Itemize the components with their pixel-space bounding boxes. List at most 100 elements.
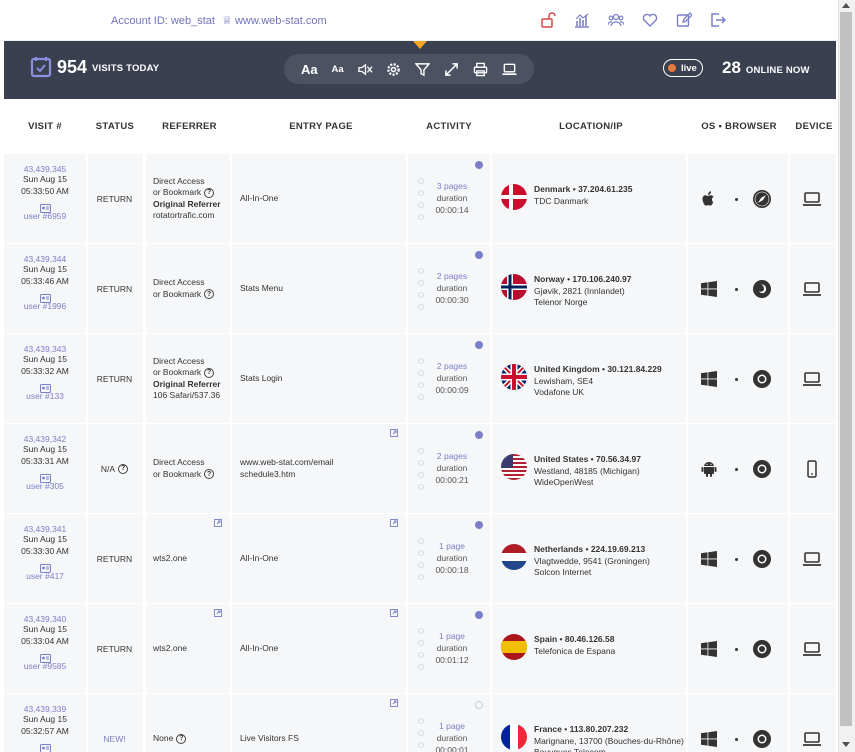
- live-toggle[interactable]: live: [663, 59, 703, 77]
- filter-icon[interactable]: [415, 62, 431, 77]
- help-icon[interactable]: ?: [204, 469, 215, 480]
- col-location[interactable]: LOCATION/IP: [559, 121, 623, 132]
- visit-date: Sun Aug 15: [23, 534, 67, 544]
- duration-value: 00:00:14: [435, 205, 469, 215]
- table-row[interactable]: 43,439,342 Sun Aug 15 05:33:31 AM user #305…: [4, 424, 836, 513]
- col-status[interactable]: STATUS: [95, 121, 135, 132]
- external-link-icon[interactable]: [214, 609, 222, 617]
- laptop-icon[interactable]: [502, 62, 517, 77]
- entry-page[interactable]: Stats Login: [240, 372, 283, 383]
- original-referrer[interactable]: 106 Safari/537.36: [153, 390, 221, 400]
- page-count[interactable]: 1 page: [439, 541, 465, 551]
- entry-page[interactable]: All-In-One: [240, 192, 279, 203]
- visit-number[interactable]: 43,439,344: [23, 254, 67, 264]
- edit-icon[interactable]: [676, 12, 692, 28]
- page-count[interactable]: 1 page: [439, 721, 465, 731]
- table-row[interactable]: 43,439,345 Sun Aug 15 05:33:50 AM user #695…: [4, 154, 836, 243]
- entry-page[interactable]: Stats Menu: [240, 282, 283, 293]
- entry-page-2[interactable]: schedule3.htm: [240, 468, 296, 479]
- help-icon[interactable]: ?: [204, 289, 215, 300]
- external-link-icon[interactable]: [390, 429, 398, 437]
- lock-icon[interactable]: [540, 12, 556, 28]
- entry-page[interactable]: All-In-One: [240, 642, 279, 653]
- visit-number[interactable]: 43,439,345: [23, 164, 67, 174]
- user-link[interactable]: user #9585: [23, 661, 67, 671]
- user-card-icon[interactable]: [39, 560, 51, 573]
- col-visit[interactable]: VISIT #: [28, 121, 62, 132]
- table-row[interactable]: 43,439,340 Sun Aug 15 05:33:04 AM user #958…: [4, 604, 836, 693]
- external-link-icon[interactable]: [390, 519, 398, 527]
- print-icon[interactable]: [473, 62, 488, 77]
- table-row[interactable]: 43,439,341 Sun Aug 15 05:33:30 AM user #417…: [4, 514, 836, 603]
- entry-page-cell: All-In-One: [236, 514, 406, 603]
- device-cell: [792, 514, 836, 603]
- visit-number[interactable]: 43,439,340: [23, 614, 67, 624]
- duration-value: 00:00:21: [435, 475, 469, 485]
- visit-number[interactable]: 43,439,343: [23, 344, 67, 354]
- original-referrer[interactable]: rotatortrafic.com: [153, 210, 215, 220]
- windows-icon: [700, 640, 718, 658]
- table-row[interactable]: 43,439,344 Sun Aug 15 05:33:46 AM user #199…: [4, 244, 836, 333]
- col-device[interactable]: DEVICE: [795, 121, 833, 132]
- page-count[interactable]: 2 pages: [436, 361, 468, 371]
- external-link-icon[interactable]: [390, 699, 398, 707]
- user-card-icon[interactable]: [39, 740, 51, 752]
- font-small-button[interactable]: Aa: [331, 63, 344, 75]
- visit-number[interactable]: 43,439,341: [23, 524, 67, 534]
- activity-dot-icon: [475, 521, 483, 529]
- scrollbar-thumb[interactable]: [840, 12, 852, 726]
- user-link[interactable]: user #6959: [23, 211, 67, 221]
- menu-caret-icon[interactable]: [413, 41, 427, 49]
- chart-icon[interactable]: [574, 12, 590, 28]
- help-icon[interactable]: ?: [176, 733, 187, 744]
- visit-number[interactable]: 43,439,339: [23, 704, 67, 714]
- font-large-button[interactable]: Aa: [300, 61, 318, 77]
- heart-icon[interactable]: [642, 12, 658, 28]
- scroll-down-icon[interactable]: [842, 742, 850, 747]
- users-icon[interactable]: [608, 12, 624, 28]
- visit-number[interactable]: 43,439,342: [23, 434, 67, 444]
- user-link[interactable]: user #417: [26, 571, 64, 581]
- referrer-text: None: [153, 732, 174, 743]
- entry-page-cell: Stats Menu: [236, 244, 406, 333]
- user-card-icon[interactable]: [39, 380, 51, 393]
- mute-icon[interactable]: [357, 62, 373, 77]
- user-card-icon[interactable]: [39, 470, 51, 483]
- external-link-icon[interactable]: [214, 519, 222, 527]
- user-link[interactable]: user #133: [26, 391, 64, 401]
- page-count[interactable]: 2 pages: [436, 451, 468, 461]
- logout-icon[interactable]: [710, 12, 726, 28]
- help-icon[interactable]: ?: [204, 187, 215, 198]
- user-card-icon[interactable]: [39, 200, 51, 213]
- online-label: ONLINE NOW: [745, 65, 810, 76]
- table-row[interactable]: 43,439,343 Sun Aug 15 05:33:32 AM user #133…: [4, 334, 836, 423]
- expand-icon[interactable]: [444, 62, 459, 77]
- user-card-icon[interactable]: [39, 650, 51, 663]
- page-count[interactable]: 2 pages: [436, 271, 468, 281]
- entry-page[interactable]: All-In-One: [240, 552, 279, 563]
- separator-dot: [735, 378, 738, 381]
- col-activity[interactable]: ACTIVITY: [426, 121, 472, 132]
- external-link-icon[interactable]: [390, 609, 398, 617]
- isp: Vodafone UK: [534, 387, 585, 397]
- page-count[interactable]: 1 page: [439, 631, 465, 641]
- referrer-text: Direct Access: [153, 355, 205, 366]
- col-referrer[interactable]: REFERRER: [162, 121, 217, 132]
- entry-page[interactable]: www.web-stat.com/email: [240, 457, 334, 467]
- page-count[interactable]: 3 pages: [436, 181, 468, 191]
- help-icon[interactable]: ?: [118, 463, 129, 474]
- table-row[interactable]: 43,439,339 Sun Aug 15 05:32:57 AM NEW! None?…: [4, 694, 836, 752]
- help-icon[interactable]: ?: [204, 367, 215, 378]
- user-link[interactable]: user #1996: [23, 301, 67, 311]
- entry-page-cell: www.web-stat.com/email schedule3.htm: [236, 424, 406, 513]
- visit-cell: 43,439,344 Sun Aug 15 05:33:46 AM user #199…: [4, 244, 86, 333]
- user-card-icon[interactable]: [39, 290, 51, 303]
- col-os-browser[interactable]: OS • BROWSER: [701, 121, 777, 132]
- col-entry-page[interactable]: ENTRY PAGE: [289, 121, 353, 132]
- gear-icon[interactable]: [386, 62, 401, 77]
- user-link[interactable]: user #305: [26, 481, 64, 491]
- activity-cell: 2 pages duration 00:00:30: [410, 244, 488, 333]
- visit-date: Sun Aug 15: [23, 174, 67, 184]
- scroll-up-icon[interactable]: [842, 3, 850, 8]
- entry-page[interactable]: Live Visitors FS: [240, 732, 299, 743]
